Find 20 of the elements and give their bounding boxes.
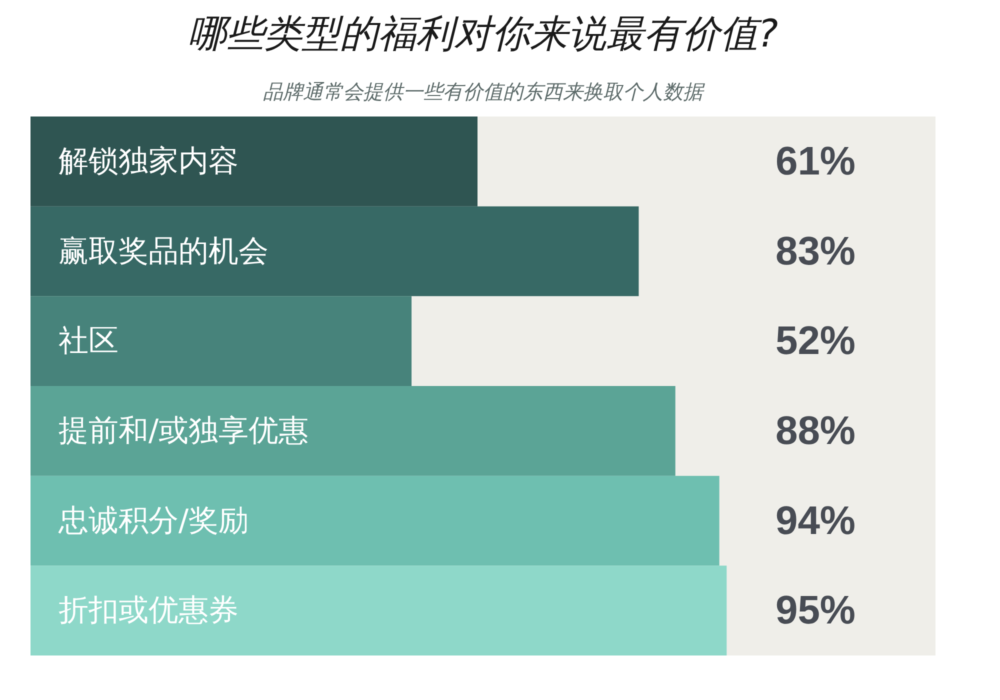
data-label: 52% bbox=[775, 319, 856, 364]
data-label: 83% bbox=[775, 229, 856, 274]
y-tick-label: 赢取奖品的机会 bbox=[58, 234, 268, 269]
bar bbox=[30, 116, 478, 206]
y-tick-label: 社区 bbox=[58, 324, 118, 359]
data-label: 61% bbox=[775, 139, 856, 184]
data-label: 94% bbox=[775, 498, 856, 543]
data-label: 95% bbox=[775, 588, 856, 633]
y-tick-label: 提前和/或独享优惠 bbox=[58, 413, 309, 448]
y-tick-label: 解锁独家内容 bbox=[58, 144, 238, 179]
bar bbox=[30, 386, 676, 476]
y-tick-label: 折扣或优惠券 bbox=[58, 593, 238, 628]
bar bbox=[30, 476, 720, 566]
chart-subtitle: 品牌通常会提供一些有价值的东西来换取个人数据 bbox=[263, 80, 705, 104]
bar bbox=[30, 296, 412, 386]
data-label: 88% bbox=[775, 408, 856, 453]
y-tick-label: 忠诚积分/奖励 bbox=[58, 503, 249, 538]
bar bbox=[30, 206, 639, 296]
chart-title: 哪些类型的福利对你来说最有价值? bbox=[188, 12, 778, 56]
bar bbox=[30, 566, 727, 656]
